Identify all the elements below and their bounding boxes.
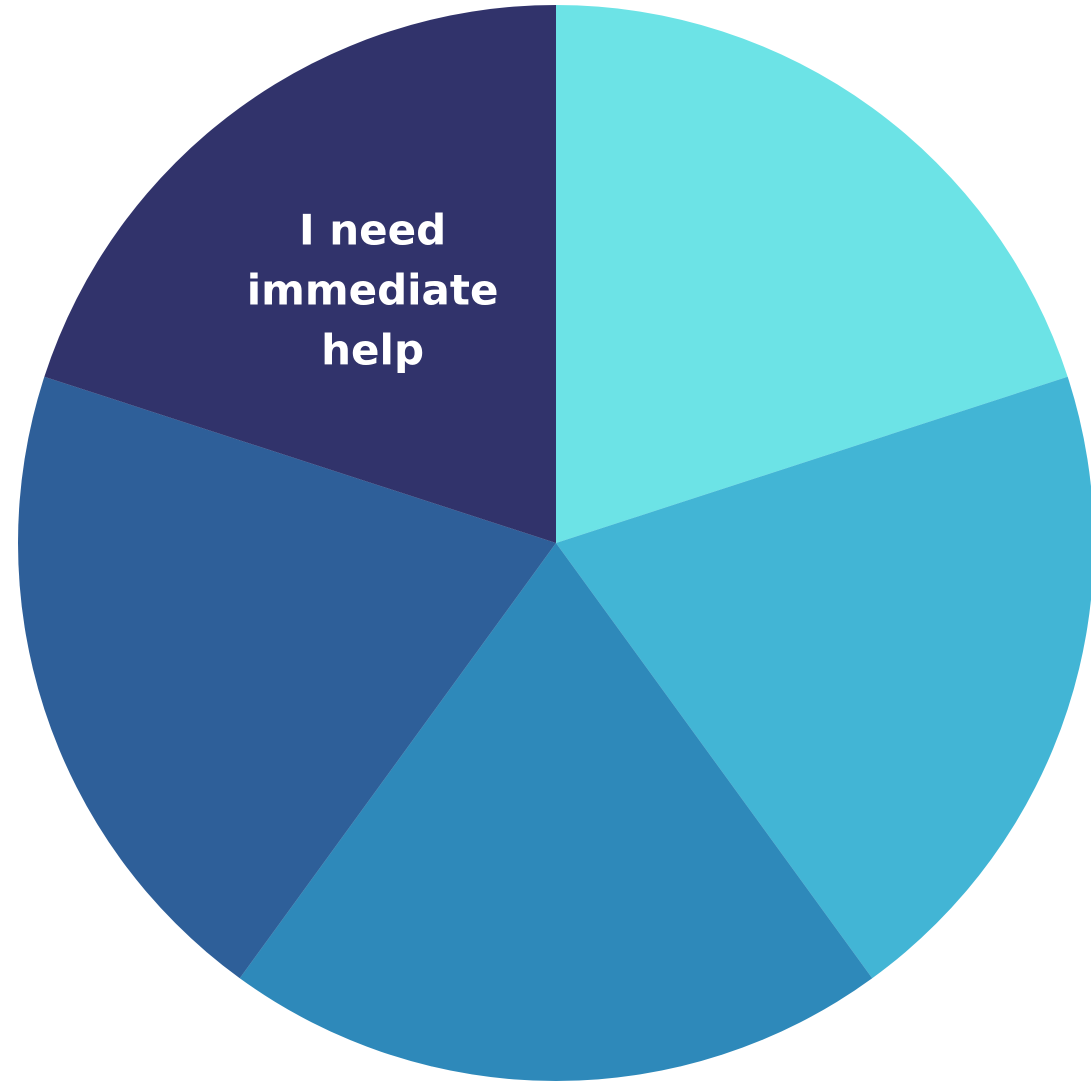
pie-slice-0 (556, 5, 1068, 543)
pie-labels: I need immediate help (247, 206, 499, 375)
pie-slices (18, 5, 1091, 1081)
pie-slice-2 (239, 543, 873, 1081)
pie-slice-3 (18, 376, 556, 979)
pie-slice-4 (44, 5, 556, 543)
pie-slice-1 (556, 376, 1091, 979)
pie-slice-label-4: I need immediate help (247, 206, 499, 375)
